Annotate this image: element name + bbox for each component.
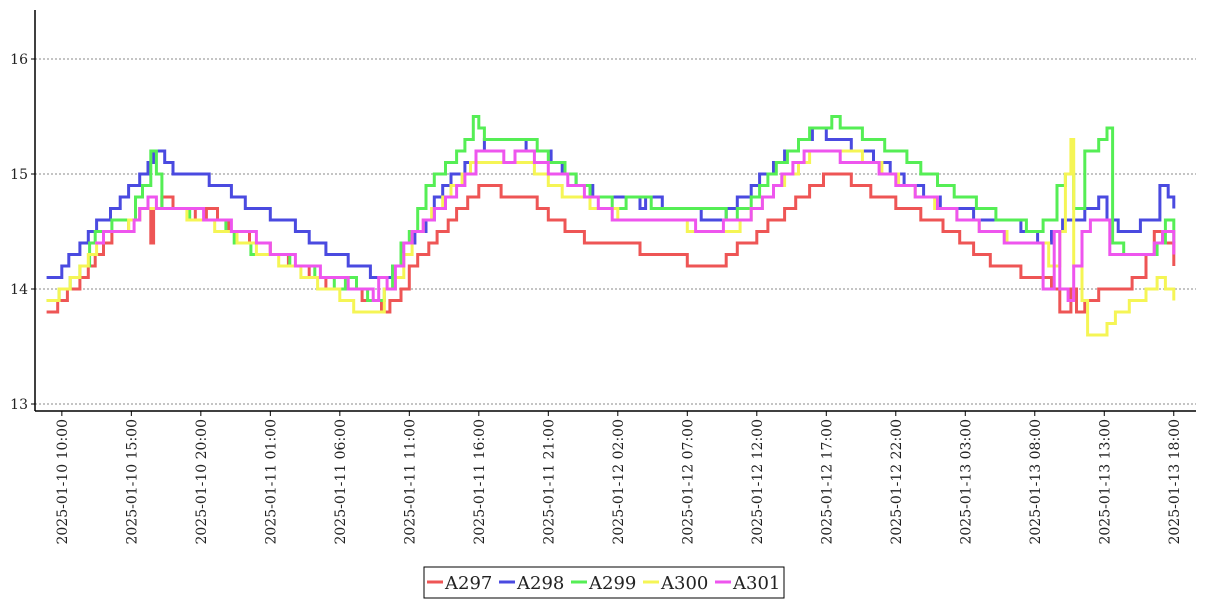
series-lines [46,115,1176,337]
legend-label: A299 [588,573,636,594]
x-tick-label: 2025-01-10 15:00 [124,419,140,545]
x-tick-label: 2025-01-11 16:00 [472,419,488,545]
legend-label: A298 [516,573,564,594]
series-line-A301 [95,149,1176,302]
y-tick-label: 16 [10,52,28,68]
x-tick-label: 2025-01-12 17:00 [819,419,835,545]
x-tick-label: 2025-01-13 03:00 [958,419,974,545]
y-tick-labels: 13 14 15 16 [10,52,35,413]
series-line-A298 [46,126,1176,279]
legend-label: A300 [660,573,708,594]
x-tick-label: 2025-01-13 08:00 [1028,419,1044,545]
x-tick-label: 2025-01-12 02:00 [611,419,627,545]
x-tick-label: 2025-01-11 11:00 [402,419,418,545]
x-tick-label: 2025-01-12 12:00 [750,419,766,545]
legend-label: A297 [444,573,492,594]
x-tick-label: 2025-01-13 18:00 [1167,419,1183,545]
y-tick-label: 13 [10,397,28,413]
x-tick-label: 2025-01-11 01:00 [263,419,279,545]
gridlines [35,58,1196,405]
x-tick-label: 2025-01-10 20:00 [194,419,210,545]
x-tick-label: 2025-01-12 22:00 [889,419,905,545]
legend: A297 A298 A299 A300 A301 [423,566,785,599]
legend-label: A301 [732,573,780,594]
x-tick-label: 2025-01-10 10:00 [55,419,71,545]
axes [34,10,1196,412]
y-tick-label: 14 [10,282,28,298]
x-tick-label: 2025-01-13 13:00 [1097,419,1113,545]
x-tick-label: 2025-01-12 07:00 [680,419,696,545]
series-line-A300 [46,138,1176,337]
x-tick-label: 2025-01-11 06:00 [333,419,349,545]
x-tick-labels: 2025-01-10 10:00 2025-01-10 15:00 2025-01-… [55,411,1183,545]
y-tick-label: 15 [10,167,28,183]
x-tick-label: 2025-01-11 21:00 [541,419,557,545]
